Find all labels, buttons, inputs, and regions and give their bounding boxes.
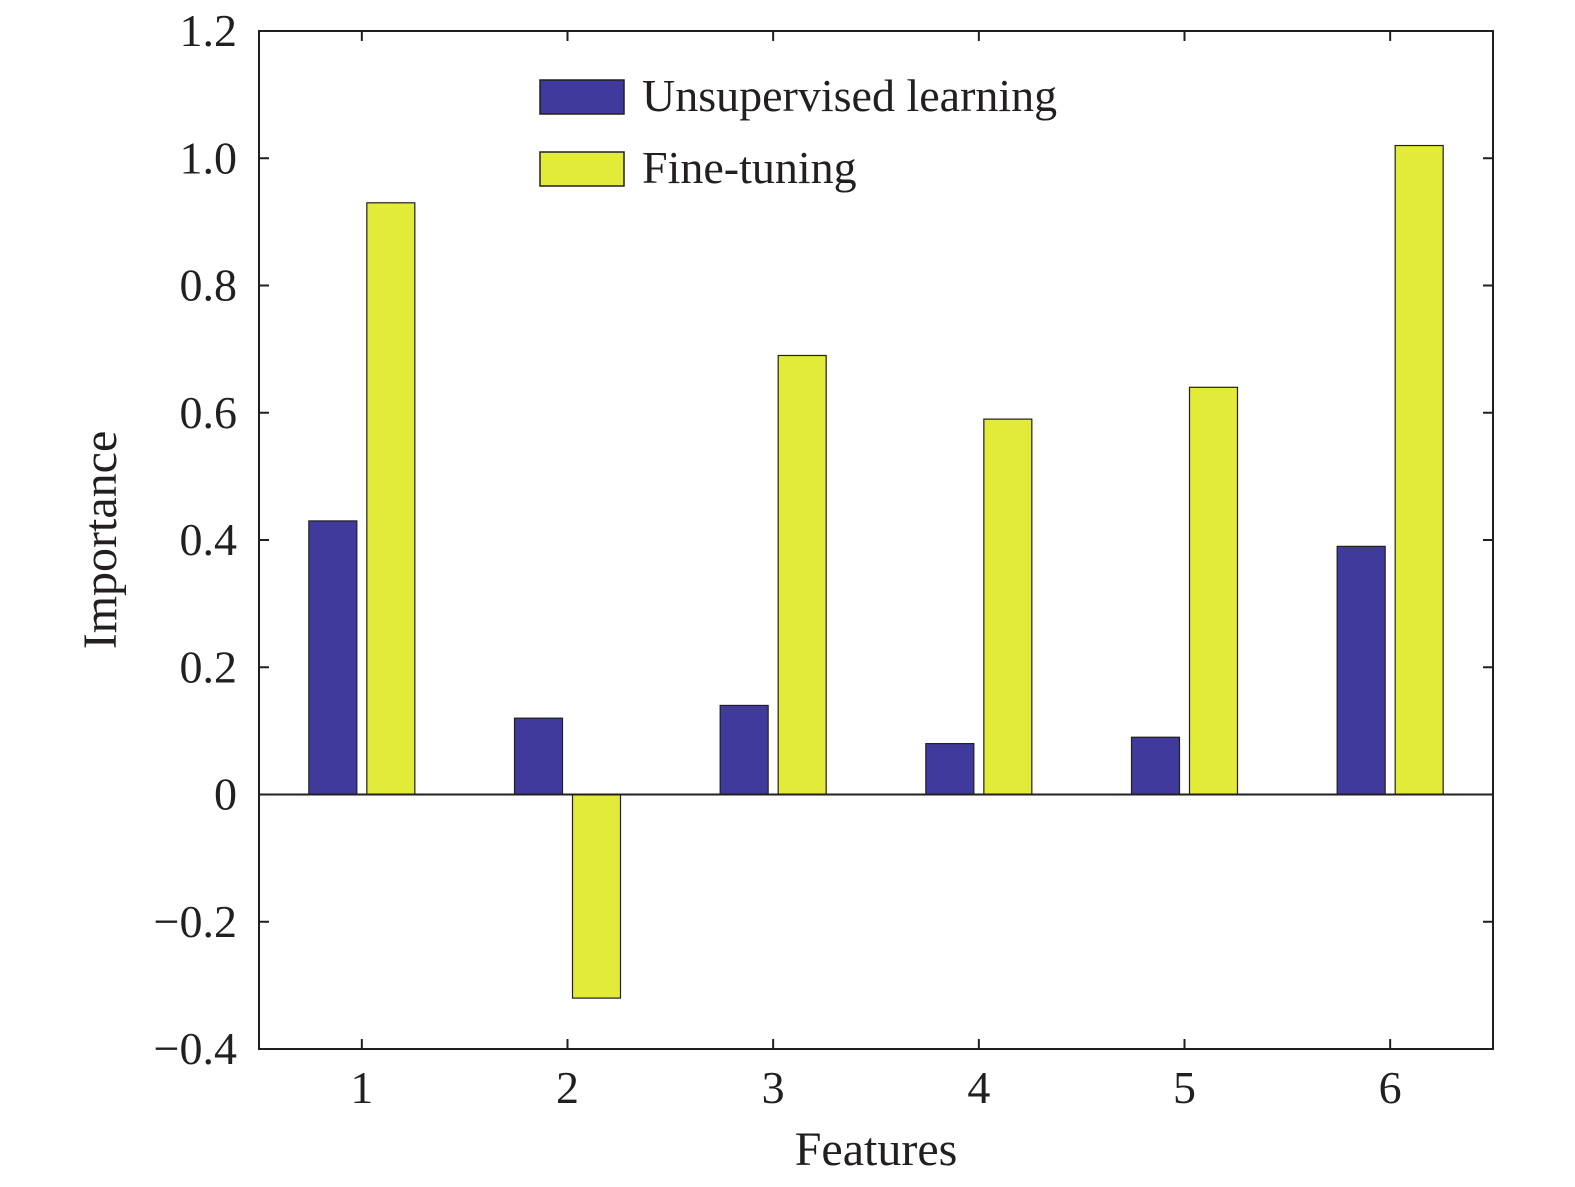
bar-series1-feature-1 [308,520,358,796]
bar-series2-feature-6 [1394,144,1444,796]
y-tick-label: 0 [214,769,237,820]
bar-series1-feature-2 [513,717,564,796]
bars-layer [308,144,1444,999]
y-tick-label: −0.2 [154,896,237,947]
bar-series2-feature-2 [571,793,622,999]
bar-series2-feature-3 [777,354,827,796]
y-tick-label: 1.0 [180,132,238,183]
legend-swatch-2 [539,151,625,187]
legend-label-1: Unsupervised learning [642,70,1057,121]
bar-series2-feature-5 [1188,386,1239,796]
y-tick-label: 0.8 [180,260,238,311]
bar-series2-feature-4 [983,418,1033,796]
y-tick-label: 0.2 [180,641,238,692]
bar-series1-feature-5 [1130,736,1181,796]
tick-labels-layer: −0.4 −0.2 0 0.2 0.4 0.6 0.8 1.0 1.2 1 2 3 4 5 6 [154,5,1402,1113]
x-tick-label: 3 [762,1062,785,1113]
legend: Unsupervised learning Fine-tuning [539,70,1057,193]
bar-series2-feature-1 [366,202,416,796]
x-tick-label: 2 [556,1062,579,1113]
legend-label-2: Fine-tuning [642,142,857,193]
x-axis-title: Features [795,1123,958,1176]
y-tick-label: 0.4 [180,514,238,565]
y-tick-label: −0.4 [154,1023,237,1074]
x-tick-label: 5 [1173,1062,1196,1113]
y-tick-label: 1.2 [180,5,238,56]
bar-series1-feature-4 [925,742,975,796]
legend-swatch-1 [539,79,625,115]
ticks-layer [259,30,1493,1050]
bar-series1-feature-6 [1336,545,1386,796]
x-tick-label: 6 [1379,1062,1402,1113]
y-tick-label: 0.6 [180,387,238,438]
bar-series1-feature-3 [719,704,769,796]
x-tick-label: 1 [350,1062,373,1113]
x-tick-label: 4 [967,1062,990,1113]
y-axis-title: Importance [74,431,127,650]
